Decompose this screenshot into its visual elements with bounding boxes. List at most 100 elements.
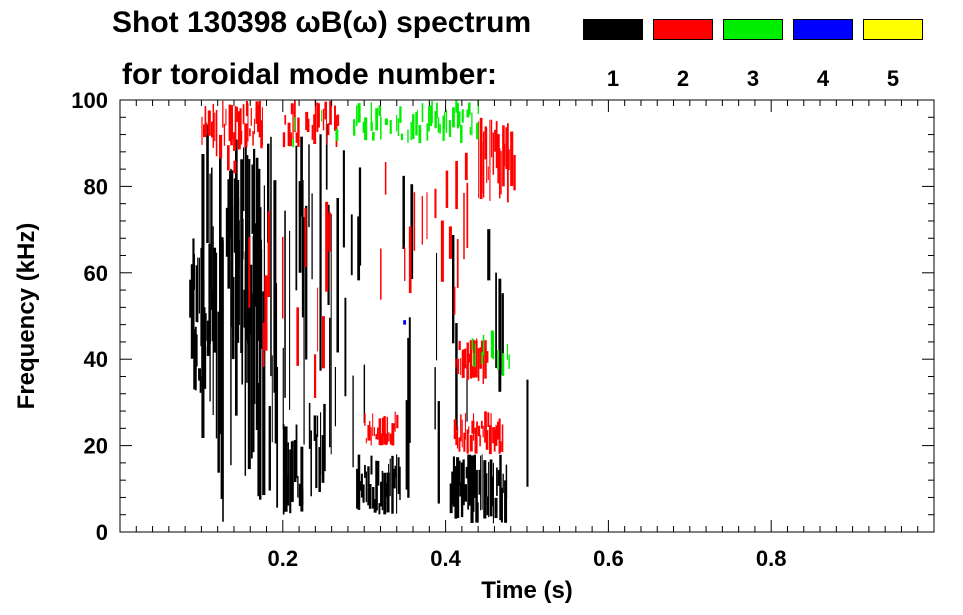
spectrum-streak [254,223,257,307]
spectrum-streak [479,347,482,369]
spectrum-streak [305,111,309,131]
spectrum-streak [408,317,411,443]
spectrum-streak [329,101,332,125]
spectrum-streak [370,427,372,446]
spectrum-streak [469,340,473,379]
spectrum-streak [495,121,498,169]
spectrum-streak [389,458,391,497]
spectrum-streak [492,132,495,175]
spectrum-streak [313,354,317,398]
spectrum-streak [378,418,382,446]
spectrum-region-27-mode-4 [403,320,407,325]
spectrum-streak [502,473,504,494]
spectrum-streak [383,472,387,515]
spectrum-streak [505,127,508,170]
spectrum-streak [456,358,460,375]
spectrum-streak [289,132,292,147]
spectrum-streak [434,110,437,129]
spectrum-streak [493,429,496,452]
spectrum-streak [455,160,458,210]
spectrum-streak [381,417,384,437]
spectrum-streak [496,467,498,496]
spectrum-streak [203,124,207,138]
spectrum-streak [323,403,326,472]
spectrum-streak [394,465,397,478]
spectrum-streak [506,123,509,203]
spectrum-streak [237,111,241,150]
spectrum-streak [476,421,478,429]
spectrum-streak [252,131,254,146]
spectrum-streak [251,164,254,234]
spectrum-streak [452,234,455,344]
spectrum-streak [290,441,294,502]
spectrum-streak [284,426,288,512]
spectrum-region-15-mode-2 [229,100,263,152]
spectrum-streak [489,459,493,517]
spectrum-streak [407,337,410,498]
spectrum-streak [329,317,331,448]
spectrum-streak [219,134,223,159]
spectrum-region-24-mode-3 [356,100,479,144]
spectrum-region-20-mode-2 [453,411,504,455]
legend-label-mode-1: 1 [606,66,620,91]
spectrum-streak [296,307,299,366]
spectrum-streak [500,441,502,453]
spectrum-streak [466,109,470,118]
spectrum-streak [284,114,287,125]
spectrum-streak [282,424,285,515]
spectrum-streak [261,249,263,349]
spectrum-streak [380,116,382,140]
spectrum-streak [249,128,251,137]
spectrum-streak [308,402,311,449]
spectrum-streak [488,461,490,518]
spectrum-streak [372,487,375,509]
spectrum-streak [451,471,455,505]
spectrum-streak [403,320,407,325]
spectrum-streak [262,322,265,367]
spectrum-streak [370,455,373,475]
spectrum-streak [321,110,323,122]
spectrum-streak [453,286,456,315]
legend-label-mode-2: 2 [676,66,690,91]
spectrum-streak [461,349,465,378]
spectrum-streak [501,293,504,376]
spectrum-streak [421,196,423,245]
chart-subtitle: for toroidal mode number: [122,58,497,91]
spectrum-streak [496,421,500,440]
spectrum-streak [364,413,366,426]
spectrum-streak [458,437,461,452]
spectrum-streak [267,211,270,298]
spectrum-streak [206,320,210,357]
spectrum-streak [484,473,488,497]
spectrum-streak [239,108,242,145]
spectrum-streak [454,466,458,519]
spectrum-streak [310,430,312,497]
spectrum-streak [213,247,217,353]
spectrum-streak [311,193,313,280]
spectrum-streak [452,107,455,128]
spectrum-streak [490,413,492,444]
spectrum-streak [303,217,305,445]
spectrum-streak [479,117,483,200]
spectrum-streak [470,455,474,524]
spectrum-streak [461,109,464,123]
spectrum-streak [388,432,390,442]
legend-swatch-mode-3 [723,19,783,40]
spectrum-streak [372,131,375,141]
y-tick-label: 20 [84,434,108,459]
spectrum-streak [492,332,495,360]
spectrum-streak [342,150,345,248]
spectrum-streak [222,240,224,522]
spectrum-streak [243,289,246,328]
spectrum-streak [190,264,193,359]
spectrum-streak [459,482,462,497]
spectrum-streak [305,205,308,360]
chart-title: Shot 130398 ωB(ω) spectrum [112,6,532,39]
spectrum-streak [391,455,394,514]
spectrum-streak [198,257,200,314]
spectrum-streak [373,427,375,437]
spectrum-streak [399,466,401,500]
spectrum-streak [245,144,247,340]
spectrum-streak [467,454,470,510]
spectrum-streak [505,464,508,499]
